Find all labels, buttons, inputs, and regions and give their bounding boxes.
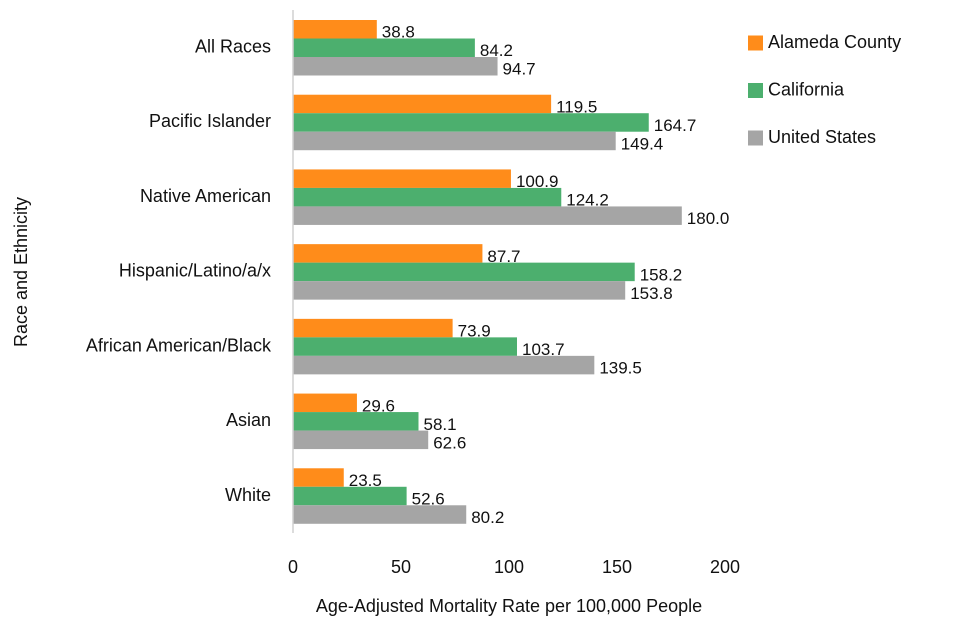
y-tick-label: White — [225, 485, 271, 505]
bar — [293, 57, 498, 76]
x-tick-label: 100 — [494, 557, 524, 577]
value-label: 119.5 — [556, 97, 597, 116]
value-label: 58.1 — [423, 415, 456, 434]
bar — [293, 281, 626, 300]
x-tick-label: 150 — [602, 557, 632, 577]
value-label: 164.7 — [654, 116, 697, 135]
value-label: 103.7 — [522, 340, 565, 359]
y-tick-label: African American/Black — [86, 335, 272, 355]
y-axis-label: Race and Ethnicity — [11, 197, 31, 347]
bar — [293, 468, 344, 487]
bar — [293, 486, 407, 506]
value-label: 87.7 — [487, 247, 520, 266]
value-label: 149.4 — [621, 134, 664, 153]
value-label: 73.9 — [458, 322, 491, 341]
value-label: 158.2 — [640, 265, 683, 284]
legend-swatch — [748, 83, 763, 98]
bar — [293, 187, 562, 207]
bar — [293, 412, 419, 431]
y-tick-label: Pacific Islander — [149, 111, 271, 131]
x-tick-label: 50 — [391, 557, 411, 577]
bar — [293, 169, 511, 188]
value-label: 29.6 — [362, 396, 395, 415]
x-axis-label: Age-Adjusted Mortality Rate per 100,000 … — [316, 596, 702, 616]
bar — [293, 131, 616, 151]
x-tick-label: 0 — [288, 557, 298, 577]
bar — [293, 318, 453, 338]
bar — [293, 38, 475, 57]
bar — [293, 94, 552, 114]
y-tick-label: Native American — [140, 186, 271, 206]
legend-label: California — [768, 79, 845, 99]
value-label: 153.8 — [630, 284, 673, 303]
value-label: 62.6 — [433, 433, 466, 452]
legend-label: Alameda County — [768, 32, 901, 52]
bar — [293, 430, 429, 450]
y-tick-label: Hispanic/Latino/a/x — [119, 261, 271, 281]
value-label: 180.0 — [687, 209, 730, 228]
value-label: 100.9 — [516, 172, 559, 191]
value-label: 80.2 — [471, 508, 504, 527]
legend-swatch — [748, 130, 763, 146]
bar — [293, 20, 377, 39]
bar — [293, 113, 649, 132]
legend-swatch — [748, 35, 763, 51]
value-label: 139.5 — [599, 359, 642, 378]
value-label: 124.2 — [566, 191, 609, 210]
y-tick-label: Asian — [226, 410, 271, 430]
value-label: 52.6 — [412, 490, 445, 509]
y-tick-label: All Races — [195, 37, 271, 57]
value-label: 84.2 — [480, 41, 513, 60]
x-tick-label: 200 — [710, 557, 740, 577]
bar — [293, 244, 483, 263]
legend-label: United States — [768, 127, 876, 147]
bar — [293, 505, 467, 524]
bar — [293, 262, 635, 282]
bar — [293, 355, 595, 375]
bar — [293, 337, 517, 356]
value-label: 23.5 — [349, 471, 382, 490]
bar — [293, 393, 357, 413]
value-label: 38.8 — [382, 23, 415, 42]
bar — [293, 206, 682, 225]
value-label: 94.7 — [503, 60, 536, 79]
